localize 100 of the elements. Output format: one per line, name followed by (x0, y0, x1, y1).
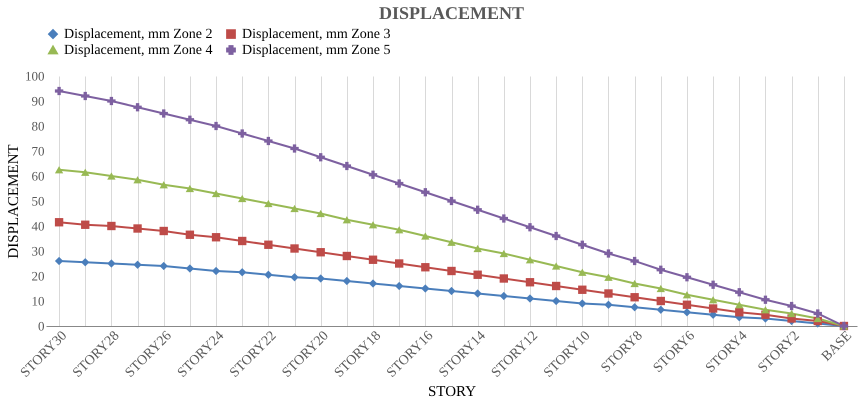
point (447, 286, 456, 296)
y-tick-label: 90 (32, 94, 44, 108)
point (264, 200, 273, 208)
point (735, 288, 744, 296)
point (761, 306, 770, 314)
point (682, 291, 692, 298)
point (552, 262, 560, 270)
point (290, 273, 299, 282)
point (814, 309, 822, 318)
point (473, 244, 482, 252)
point (630, 256, 639, 266)
point (682, 273, 692, 282)
legend-label: Displacement, mm Zone 5 (242, 43, 391, 58)
point (186, 116, 194, 124)
x-axis-title: STORY (428, 384, 476, 400)
point (421, 188, 430, 196)
point (212, 266, 220, 276)
point (421, 263, 430, 272)
y-tick-label: 100 (25, 68, 44, 84)
point (578, 268, 586, 276)
point (133, 103, 142, 112)
point (708, 296, 718, 304)
point (526, 223, 534, 232)
point (604, 300, 613, 309)
point (735, 301, 744, 308)
point (107, 259, 116, 268)
point (186, 264, 194, 273)
y-tick-label: 20 (32, 268, 44, 284)
point (578, 299, 586, 308)
point (238, 129, 246, 138)
point (394, 282, 404, 290)
point (342, 162, 352, 170)
point (473, 289, 482, 298)
point (107, 222, 116, 230)
point (552, 232, 560, 240)
point (368, 170, 378, 179)
point (342, 216, 352, 224)
point (473, 206, 482, 214)
point (394, 179, 404, 188)
point (578, 240, 586, 249)
point (81, 92, 90, 100)
point (682, 308, 692, 316)
point (81, 258, 90, 266)
point (54, 256, 64, 266)
point (421, 284, 430, 293)
point (708, 280, 718, 289)
point (787, 302, 796, 310)
point (186, 184, 194, 192)
point (526, 278, 534, 286)
legend-label: Displacement, mm Zone 3 (242, 27, 391, 42)
point (368, 221, 378, 228)
y-tick-label: 40 (32, 218, 44, 234)
point (212, 233, 220, 242)
point (500, 214, 508, 223)
point (394, 259, 404, 268)
point (238, 194, 246, 202)
point (500, 274, 508, 283)
y-tick-label: 80 (32, 118, 44, 134)
point (316, 210, 325, 218)
point (316, 153, 325, 162)
point (238, 268, 246, 276)
point (787, 310, 796, 318)
y-tick-label: 10 (32, 294, 44, 308)
point (186, 230, 194, 239)
point (447, 266, 456, 276)
point (264, 240, 273, 249)
y-axis-title: DISPLACEMENT (6, 144, 22, 259)
point (290, 244, 299, 253)
point (160, 262, 168, 270)
point (238, 236, 246, 246)
y-tick-label: 70 (32, 144, 44, 158)
legend-label: Displacement, mm Zone 2 (64, 27, 213, 42)
legend-label: Displacement, mm Zone 4 (64, 43, 213, 58)
point (81, 168, 90, 176)
point (316, 274, 325, 283)
point (630, 303, 639, 312)
chart-title: DISPLACEMENT (378, 3, 524, 23)
point (316, 248, 325, 256)
point (708, 304, 718, 313)
point (421, 232, 430, 240)
point (160, 226, 168, 236)
point (368, 256, 378, 264)
point (682, 300, 692, 309)
point (264, 136, 273, 146)
point (526, 294, 534, 303)
point (656, 284, 665, 292)
point (473, 270, 482, 279)
point (160, 181, 168, 188)
point (107, 172, 116, 180)
point (735, 308, 744, 316)
point (133, 224, 142, 233)
point (604, 289, 613, 298)
point (500, 292, 508, 300)
point (212, 190, 220, 198)
point (342, 252, 352, 260)
point (290, 204, 299, 212)
point (394, 226, 404, 234)
y-tick-label: 60 (32, 168, 44, 184)
point (552, 296, 560, 306)
y-tick-label: 0 (38, 318, 44, 334)
